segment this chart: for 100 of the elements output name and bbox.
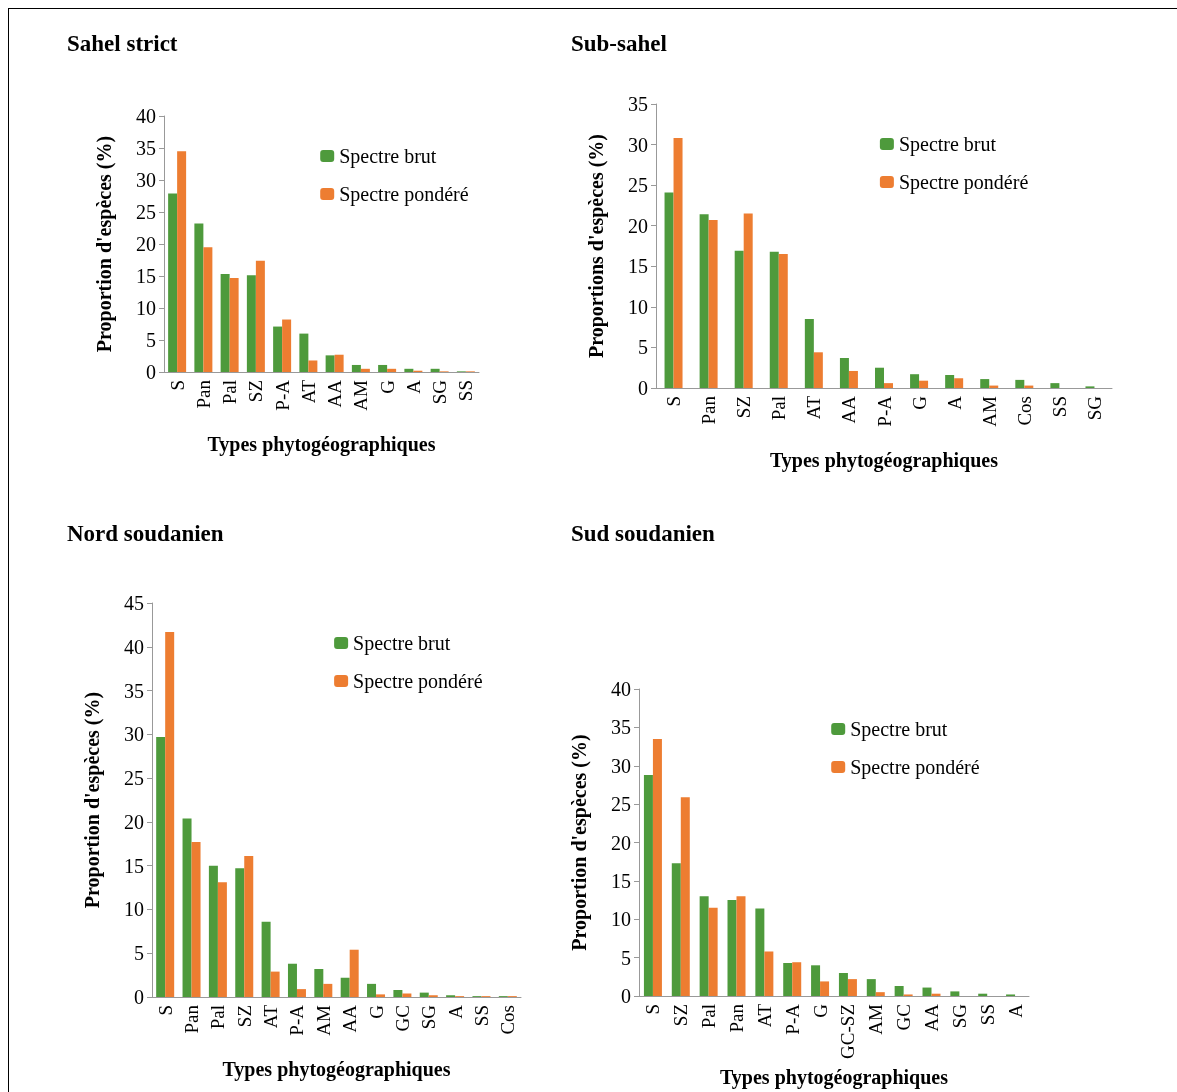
- bar: [894, 986, 904, 996]
- y-tick-label: 5: [638, 336, 648, 359]
- bar: [945, 375, 955, 388]
- bar: [673, 138, 683, 388]
- bar: [848, 370, 858, 388]
- y-axis-title: Proportion d'espèces (%): [93, 135, 116, 353]
- bar: [340, 977, 350, 997]
- bar: [246, 275, 256, 372]
- chart-title: Sud soudanien: [571, 521, 716, 546]
- x-tick-label: A: [943, 395, 965, 410]
- y-tick-label: 5: [621, 946, 631, 969]
- x-tick-label: A: [444, 1004, 466, 1019]
- bar: [191, 842, 201, 997]
- x-tick-label: Pal: [219, 380, 241, 405]
- y-tick-label: 20: [124, 810, 144, 833]
- y-tick-label: 30: [611, 754, 631, 777]
- legend-label: Spectre pondéré: [898, 171, 1029, 194]
- x-tick-label: SZ: [670, 1004, 692, 1027]
- bar: [954, 378, 964, 388]
- bar: [792, 962, 802, 996]
- x-tick-label: GC: [391, 1005, 413, 1032]
- x-tick-label: AT: [297, 379, 319, 404]
- x-tick-label: Pal: [207, 1005, 229, 1030]
- y-tick-label: 40: [136, 105, 156, 127]
- x-tick-label: S: [166, 380, 188, 391]
- x-tick-label: SG: [429, 379, 451, 405]
- x-axis-title: Types phytogéographiques: [222, 1058, 451, 1081]
- bar: [875, 367, 884, 388]
- x-tick-label: P-A: [271, 379, 293, 411]
- y-tick-label: 30: [136, 169, 156, 191]
- legend-label: Spectre pondéré: [850, 756, 980, 779]
- x-tick-label: S: [663, 396, 685, 407]
- bar: [404, 368, 414, 372]
- bar: [177, 151, 187, 372]
- bar: [875, 992, 885, 996]
- y-tick-label: 10: [124, 898, 144, 921]
- bar: [367, 983, 377, 997]
- x-tick-label: G: [908, 395, 930, 410]
- bar: [783, 963, 793, 996]
- bar: [708, 907, 718, 996]
- y-tick-label: 20: [611, 831, 631, 854]
- bar: [813, 352, 823, 388]
- chart-title: Nord soudanien: [67, 521, 224, 546]
- x-tick-label: SS: [455, 380, 477, 402]
- bar: [378, 364, 388, 372]
- chart-title: Sahel strict: [67, 31, 178, 56]
- x-tick-label: A: [402, 379, 424, 394]
- x-tick-label: AA: [921, 1003, 942, 1032]
- x-tick-label: AA: [324, 379, 346, 408]
- x-tick-label: AA: [838, 395, 860, 424]
- bar: [296, 989, 306, 997]
- x-tick-label: SG: [1083, 395, 1105, 421]
- bar: [838, 972, 848, 996]
- y-tick-label: 20: [136, 233, 156, 255]
- x-tick-label: Pan: [698, 395, 720, 425]
- bar: [203, 247, 213, 372]
- bar: [165, 631, 175, 997]
- x-tick-label: GC: [893, 1004, 915, 1031]
- x-tick-label: SG: [948, 1003, 970, 1029]
- bar: [743, 213, 753, 388]
- y-tick-label: 30: [628, 133, 648, 156]
- bar: [699, 896, 709, 996]
- y-tick-label: 25: [628, 174, 648, 197]
- x-tick-label: AM: [865, 1003, 887, 1035]
- y-tick-label: 10: [628, 295, 648, 318]
- x-tick-label: G: [809, 1003, 831, 1018]
- bar: [220, 274, 230, 372]
- bar: [680, 797, 690, 996]
- bar: [360, 368, 370, 372]
- bar: [229, 277, 239, 372]
- x-tick-label: SS: [470, 1005, 492, 1027]
- bar: [282, 319, 292, 372]
- bar: [235, 868, 245, 997]
- x-tick-label: Pal: [768, 396, 790, 421]
- x-tick-label: A: [1004, 1003, 1026, 1018]
- x-tick-label: AT: [803, 395, 825, 420]
- y-tick-label: 40: [611, 678, 631, 700]
- bar: [980, 379, 990, 388]
- bar: [287, 963, 297, 997]
- bar: [430, 368, 440, 372]
- x-tick-label: AM: [978, 395, 1000, 427]
- bar: [334, 354, 344, 372]
- y-tick-label: 25: [124, 767, 144, 790]
- x-tick-label: Cos: [497, 1005, 519, 1035]
- x-tick-label: AT: [260, 1004, 282, 1029]
- bar: [168, 193, 178, 372]
- bar: [1015, 379, 1025, 388]
- bar: [820, 981, 830, 996]
- bar: [208, 865, 218, 997]
- bar: [273, 326, 283, 372]
- x-tick-label: AM: [312, 1004, 334, 1036]
- legend-label: Spectre pondéré: [353, 670, 483, 693]
- x-axis-title: Types phytogéographiques: [769, 449, 999, 472]
- bar: [734, 250, 744, 388]
- bar: [261, 921, 271, 997]
- y-tick-label: 15: [611, 869, 631, 892]
- bar: [351, 364, 361, 372]
- y-tick-label: 35: [611, 716, 631, 739]
- y-tick-label: 35: [136, 137, 156, 159]
- x-tick-label: SZ: [733, 396, 755, 419]
